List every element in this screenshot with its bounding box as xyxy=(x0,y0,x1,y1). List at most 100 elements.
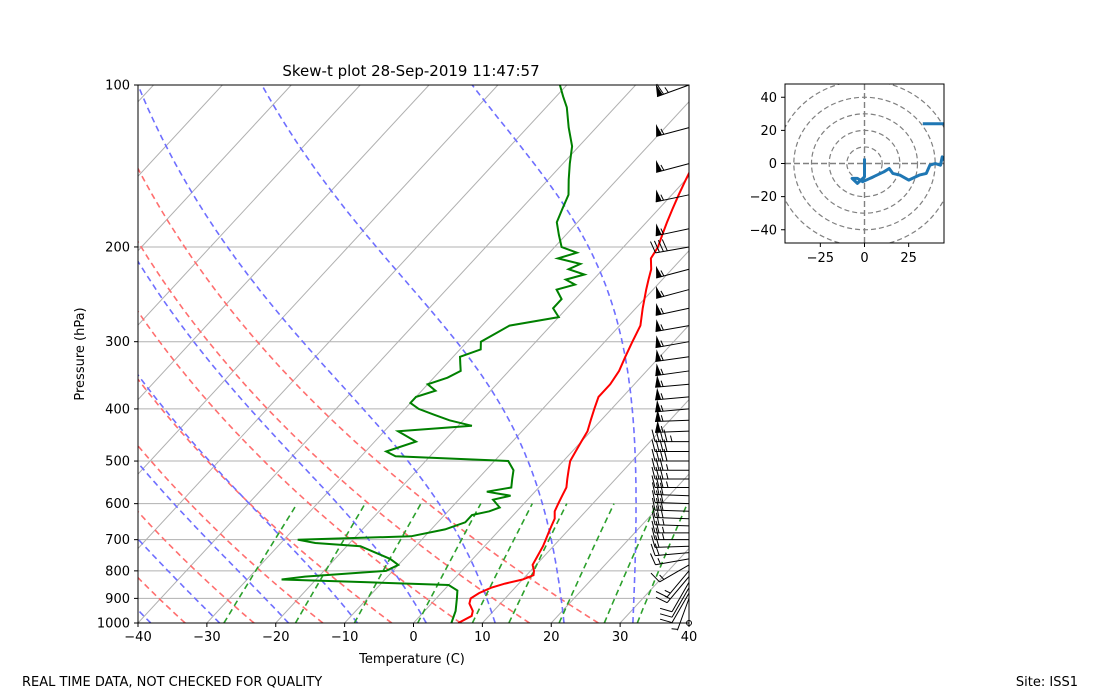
hodograph-x-tick-label: −25 xyxy=(807,251,834,266)
wind-barb xyxy=(659,582,690,613)
dry-adiabat xyxy=(138,240,531,623)
isotherm xyxy=(275,175,689,623)
y-tick-label: 300 xyxy=(105,335,130,350)
chart-title: Skew-t plot 28-Sep-2019 11:47:57 xyxy=(282,62,539,80)
hodograph-line xyxy=(850,155,944,185)
isotherm xyxy=(413,324,689,623)
wind-barb xyxy=(659,587,690,618)
wind-barb-full xyxy=(659,439,664,452)
mixing-ratio-lines xyxy=(223,503,689,623)
isotherm xyxy=(688,622,689,623)
isotherm xyxy=(344,249,689,623)
isotherm xyxy=(138,85,568,550)
wind-barb-full xyxy=(650,543,656,556)
wind-barb-half xyxy=(666,472,669,480)
hodograph-plot-area: −25 0 25 −40 −20 0 20 40 xyxy=(750,83,945,266)
skewt-plot-area: −40 −30 −20 −10 0 10 20 30 40 1000 900 800 700 600 50… xyxy=(0,62,697,667)
wind-barb-half xyxy=(664,87,669,93)
wind-barb xyxy=(656,265,690,279)
wind-barb-half xyxy=(660,426,664,433)
wind-barb-half xyxy=(666,464,669,471)
wind-barb xyxy=(651,448,689,462)
wind-barb xyxy=(650,543,690,557)
wind-barb-full xyxy=(656,83,665,95)
wind-barb-full xyxy=(655,535,660,548)
wind-barb-staff xyxy=(655,552,690,557)
wind-barb-full xyxy=(655,482,660,495)
wind-barb xyxy=(659,592,690,624)
wind-barb-full xyxy=(650,241,656,254)
mixing-ratio-line xyxy=(294,503,366,623)
isotherm xyxy=(619,547,689,623)
wind-barbs xyxy=(650,83,692,631)
mixing-ratio-line xyxy=(508,503,568,623)
wind-barb-flag xyxy=(655,399,662,412)
wind-barb-full xyxy=(653,240,660,253)
wind-barb-staff xyxy=(676,598,690,631)
wind-barb-full xyxy=(655,475,660,488)
wind-barb-full xyxy=(659,505,664,518)
wind-barb-staff xyxy=(655,494,690,497)
isotherm xyxy=(138,85,361,326)
wind-barb-full xyxy=(659,618,673,624)
mixing-ratio-line xyxy=(471,503,534,623)
wind-barb xyxy=(656,160,690,173)
wind-barb xyxy=(651,466,689,480)
wind-barb-half xyxy=(660,405,664,412)
isotherm xyxy=(138,85,637,623)
mixing-ratio-line xyxy=(558,503,615,623)
wind-barb xyxy=(655,387,690,401)
wind-barb-half xyxy=(664,595,671,600)
wind-barb-half xyxy=(660,194,665,201)
wind-barb xyxy=(651,505,690,520)
wind-barb-full xyxy=(659,498,664,511)
wind-barb-staff xyxy=(655,408,690,413)
wind-barb-staff xyxy=(659,564,690,583)
wind-barb xyxy=(655,349,690,362)
isotherm xyxy=(550,473,689,623)
wind-barb-full xyxy=(651,448,656,462)
wind-barb-full xyxy=(659,466,664,480)
moist-adiabat xyxy=(138,85,496,623)
hodograph-y-tick-label: 40 xyxy=(760,91,777,106)
x-tick-label: 20 xyxy=(543,630,560,645)
wind-barb-flag xyxy=(655,319,662,332)
wind-barb-full xyxy=(655,520,660,534)
wind-barb xyxy=(655,399,690,413)
wind-barb-full xyxy=(655,490,660,503)
wind-barb-full xyxy=(659,448,664,462)
wind-barb-full xyxy=(659,482,664,495)
dry-adiabat xyxy=(138,377,393,623)
dry-adiabat xyxy=(138,166,599,623)
isotherm xyxy=(0,85,85,623)
wind-barb-full xyxy=(655,466,660,480)
wind-barb-half xyxy=(660,270,665,277)
wind-barb-staff xyxy=(655,509,690,512)
wind-barb-flag xyxy=(656,160,662,173)
mixing-ratio-line xyxy=(223,503,298,623)
wind-barb xyxy=(655,335,690,349)
wind-barb-full xyxy=(655,596,668,604)
dewpoint-line xyxy=(281,85,588,623)
wind-barb-full xyxy=(650,572,660,583)
wind-barb-half xyxy=(657,558,661,565)
wind-barb-staff xyxy=(671,582,690,612)
wind-barb xyxy=(651,490,690,505)
wind-barb-full xyxy=(651,482,656,495)
hodograph-x-ticks: −25 0 25 xyxy=(807,243,917,266)
wind-barb-half xyxy=(660,290,665,297)
wind-barb xyxy=(655,83,690,98)
x-axis-label: Temperature (C) xyxy=(358,652,465,667)
y-tick-label: 800 xyxy=(105,564,130,579)
wind-barb-flag xyxy=(655,223,662,236)
wind-barb-full xyxy=(651,439,656,452)
hodograph-trace xyxy=(850,122,944,185)
wind-barb-half xyxy=(662,518,665,526)
wind-barb-flag xyxy=(655,420,661,433)
y-tick-label: 200 xyxy=(105,240,130,255)
wind-barb-half xyxy=(666,481,669,488)
skewt-frame xyxy=(137,84,690,624)
wind-barb xyxy=(655,409,690,422)
mixing-ratio-line xyxy=(603,503,658,623)
wind-barb-full xyxy=(659,458,664,471)
